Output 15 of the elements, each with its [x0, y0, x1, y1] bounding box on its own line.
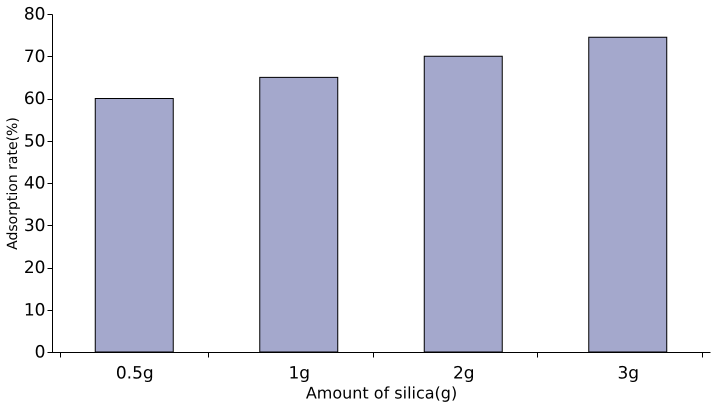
y-axis-title: Adsorption rate(%): [4, 117, 21, 250]
y-tick-label: 60: [24, 89, 46, 109]
x-tick-label: 1g: [288, 364, 310, 384]
y-tick-label: 80: [24, 4, 46, 24]
y-tick-label: 10: [24, 300, 46, 320]
y-tick-label: 0: [34, 342, 46, 362]
x-tick-label: 3g: [617, 364, 640, 384]
y-tick-label: 30: [24, 216, 46, 236]
y-tick-label: 40: [24, 174, 46, 194]
y-tick-label: 20: [24, 258, 46, 278]
y-tick-label: 70: [24, 46, 46, 67]
y-tick-label: 50: [24, 131, 46, 152]
x-tick-label: 0.5g: [116, 364, 154, 384]
x-tick-label: 2g: [452, 364, 475, 384]
x-axis-title: Amount of silica(g): [306, 384, 458, 402]
